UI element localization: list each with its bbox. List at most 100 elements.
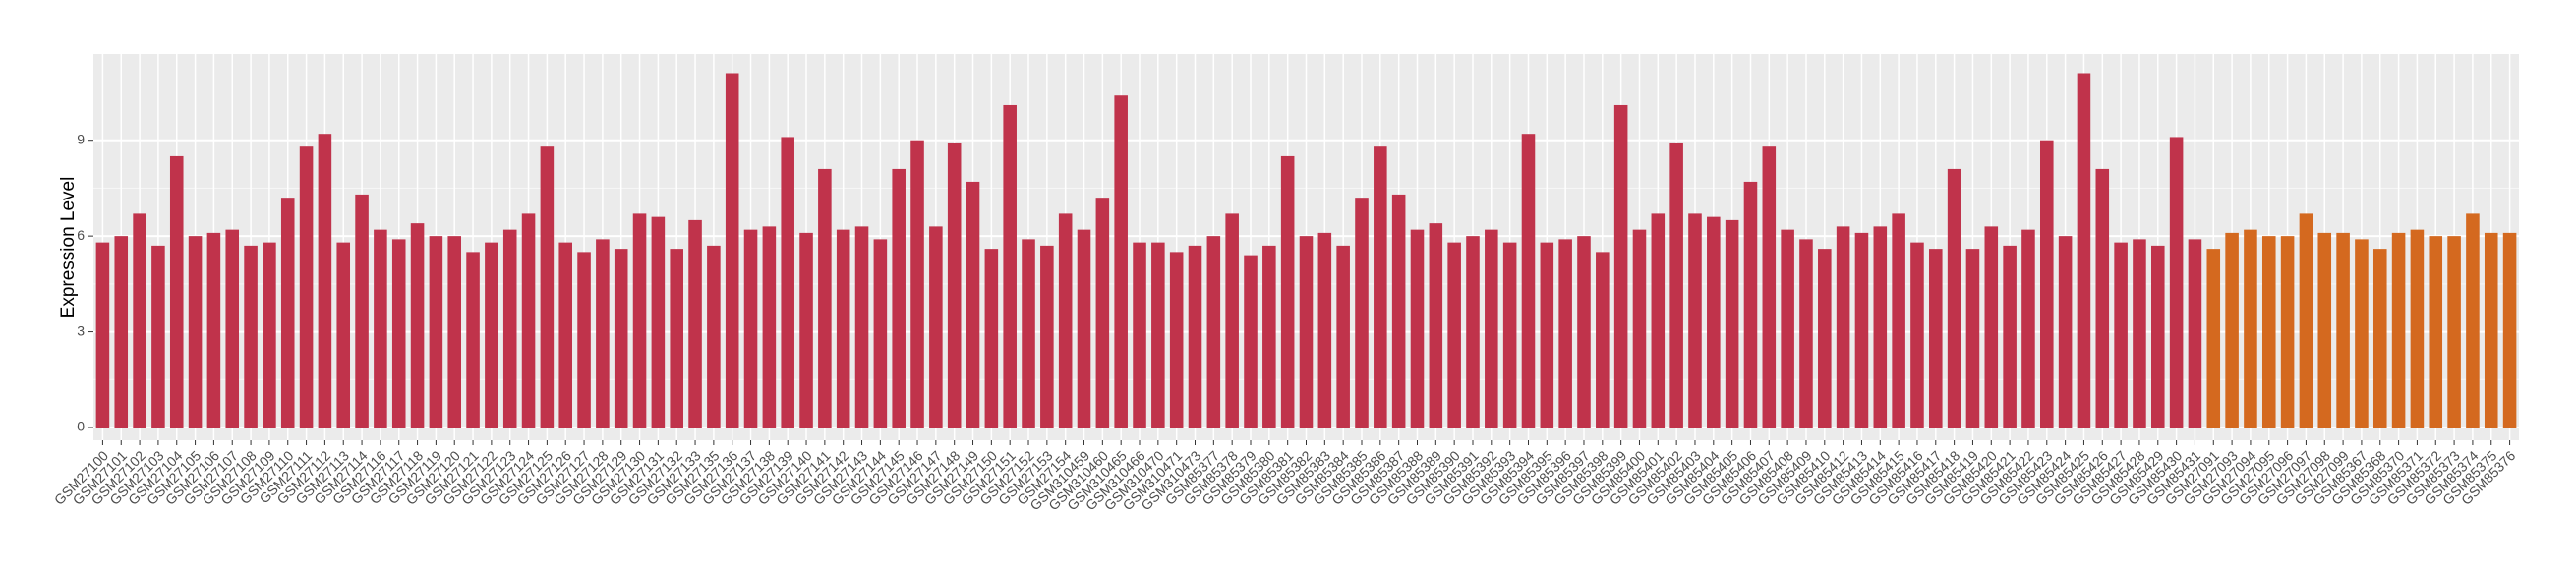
bar (577, 252, 591, 428)
bar (2391, 232, 2406, 428)
bar (2003, 245, 2017, 428)
bar (1558, 239, 1572, 428)
bar (1391, 194, 1406, 428)
bar (2114, 242, 2128, 428)
bar (1225, 213, 1239, 428)
bar (2169, 137, 2184, 428)
bar (2299, 213, 2313, 428)
bar (1114, 95, 1128, 428)
bar (1743, 181, 1758, 428)
bar (743, 229, 758, 428)
bar (2225, 232, 2239, 428)
bar (299, 146, 314, 428)
bar (1151, 242, 1165, 428)
bar (1596, 252, 1610, 428)
bar (2040, 140, 2054, 428)
bar (947, 142, 962, 428)
bar (873, 239, 888, 428)
bar (596, 239, 610, 428)
bar (485, 242, 498, 428)
bar (447, 236, 462, 428)
bar (2410, 229, 2425, 428)
bar (1410, 229, 1425, 428)
bar (1577, 236, 1591, 428)
bar (1169, 252, 1184, 428)
bar (151, 245, 165, 428)
bar (318, 134, 332, 428)
bar (540, 146, 555, 428)
y-tick-label: 0 (77, 419, 85, 434)
bar (410, 223, 425, 428)
bar (2336, 232, 2350, 428)
bar (1669, 142, 1683, 428)
bar (1040, 245, 1054, 428)
bar (2317, 232, 2332, 428)
y-tick-label: 9 (77, 131, 85, 146)
bar (1613, 104, 1628, 428)
bar (651, 216, 666, 428)
bar (225, 229, 240, 428)
bar (1929, 249, 1943, 428)
bar (1521, 134, 1536, 428)
bar (1206, 236, 1221, 428)
bar (688, 219, 702, 428)
bar (1374, 146, 1387, 428)
bar (2133, 239, 2146, 428)
bar (466, 252, 480, 428)
bar (355, 194, 369, 428)
bar (2188, 239, 2202, 428)
bar (1466, 236, 1480, 428)
bar (206, 232, 221, 428)
bar (818, 168, 832, 428)
bar (2429, 236, 2443, 428)
bar (1262, 245, 1276, 428)
bar (910, 140, 924, 428)
bar (2372, 249, 2387, 428)
bar (2447, 236, 2461, 428)
bar (133, 213, 146, 428)
bar (1447, 242, 1461, 428)
bar (2244, 229, 2257, 428)
bar (1355, 198, 1369, 428)
bar (1540, 242, 1554, 428)
bar (762, 226, 777, 428)
bar (1133, 242, 1146, 428)
bar (2502, 232, 2517, 428)
bar (2206, 249, 2221, 428)
bar (1058, 213, 1073, 428)
bar (2150, 245, 2165, 428)
bar (670, 249, 683, 428)
bar (1502, 242, 1517, 428)
bar (1077, 229, 1091, 428)
bar (1429, 223, 1443, 428)
bar (1818, 249, 1832, 428)
bar (1854, 232, 1869, 428)
bar (707, 245, 721, 428)
bar (169, 155, 184, 428)
bar (95, 242, 110, 428)
bar (929, 226, 943, 428)
bar (244, 245, 258, 428)
bar (1317, 232, 1332, 428)
bar (558, 242, 572, 428)
bar (725, 73, 739, 428)
bar (1873, 226, 1888, 428)
bar (1762, 146, 1777, 428)
bar (502, 229, 517, 428)
bar (1095, 198, 1110, 428)
bar (1632, 229, 1647, 428)
y-axis-label: Expression Level (58, 177, 79, 319)
bar (1299, 236, 1314, 428)
bar (2280, 236, 2295, 428)
bar (836, 229, 850, 428)
bar (2355, 239, 2369, 428)
bar (854, 226, 869, 428)
bar (1485, 229, 1498, 428)
bar (2484, 232, 2498, 428)
bar (1892, 213, 1905, 428)
bar (1688, 213, 1702, 428)
bar (1725, 219, 1739, 428)
bar (336, 242, 351, 428)
bar (1188, 245, 1202, 428)
